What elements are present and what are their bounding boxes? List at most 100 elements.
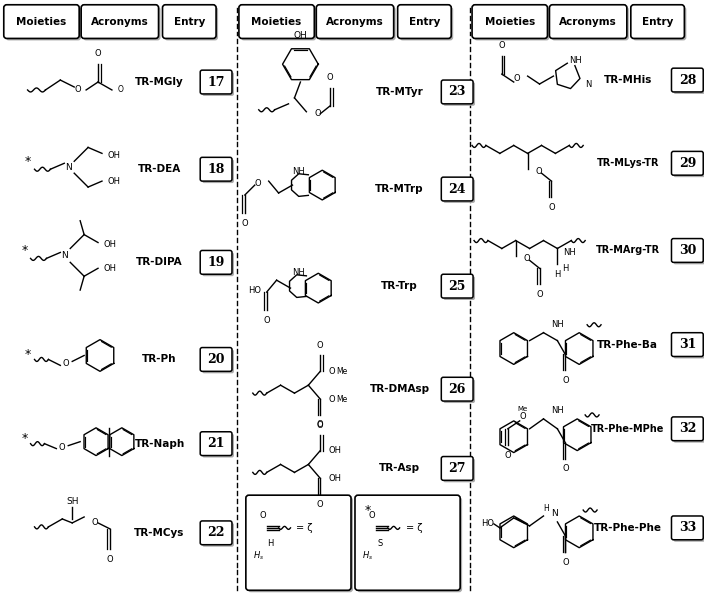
Text: HO: HO bbox=[247, 286, 261, 295]
Text: OH: OH bbox=[108, 151, 121, 160]
FancyBboxPatch shape bbox=[202, 160, 234, 183]
Text: O: O bbox=[505, 451, 511, 460]
FancyBboxPatch shape bbox=[674, 241, 705, 265]
FancyBboxPatch shape bbox=[443, 379, 475, 403]
Text: O: O bbox=[63, 359, 69, 368]
FancyBboxPatch shape bbox=[397, 5, 451, 38]
Text: OH: OH bbox=[104, 264, 117, 273]
Text: OH: OH bbox=[104, 240, 117, 249]
FancyBboxPatch shape bbox=[441, 457, 473, 481]
Text: TR-Ph: TR-Ph bbox=[142, 355, 177, 364]
FancyBboxPatch shape bbox=[200, 250, 232, 274]
Text: H: H bbox=[544, 503, 549, 512]
FancyBboxPatch shape bbox=[81, 5, 158, 38]
Text: TR-Asp: TR-Asp bbox=[379, 463, 420, 473]
Text: Me: Me bbox=[336, 395, 347, 404]
Text: *: * bbox=[25, 348, 30, 361]
FancyBboxPatch shape bbox=[318, 7, 396, 40]
FancyBboxPatch shape bbox=[202, 350, 234, 373]
FancyBboxPatch shape bbox=[355, 495, 460, 590]
Text: 20: 20 bbox=[207, 353, 225, 366]
Text: O: O bbox=[118, 85, 124, 94]
Text: TR-DMAsp: TR-DMAsp bbox=[370, 384, 430, 394]
Text: 26: 26 bbox=[448, 383, 466, 395]
Text: O: O bbox=[317, 500, 324, 509]
Text: O: O bbox=[562, 557, 568, 566]
Text: 33: 33 bbox=[679, 521, 696, 535]
FancyBboxPatch shape bbox=[200, 70, 232, 94]
Text: O: O bbox=[264, 316, 270, 325]
Text: Me: Me bbox=[336, 367, 347, 376]
Text: O: O bbox=[368, 511, 375, 520]
FancyBboxPatch shape bbox=[399, 7, 453, 40]
FancyBboxPatch shape bbox=[441, 80, 473, 104]
FancyBboxPatch shape bbox=[674, 70, 705, 94]
FancyBboxPatch shape bbox=[474, 7, 549, 40]
Text: TR-MLys-TR: TR-MLys-TR bbox=[597, 158, 659, 168]
Text: TR-MTrp: TR-MTrp bbox=[375, 184, 424, 194]
Text: $H_s$: $H_s$ bbox=[253, 550, 264, 562]
FancyBboxPatch shape bbox=[472, 5, 547, 38]
Text: O: O bbox=[498, 41, 505, 50]
Text: H: H bbox=[554, 270, 561, 279]
Text: 24: 24 bbox=[448, 182, 466, 196]
Text: NH: NH bbox=[563, 248, 576, 257]
Text: TR-MCys: TR-MCys bbox=[134, 528, 185, 538]
Text: = ζ: = ζ bbox=[406, 523, 422, 533]
Text: 23: 23 bbox=[448, 85, 466, 98]
Text: O: O bbox=[242, 219, 248, 228]
Text: 30: 30 bbox=[679, 244, 696, 257]
Text: 32: 32 bbox=[679, 422, 696, 435]
FancyBboxPatch shape bbox=[672, 417, 703, 440]
Text: Entry: Entry bbox=[409, 17, 440, 26]
FancyBboxPatch shape bbox=[239, 5, 315, 38]
FancyBboxPatch shape bbox=[316, 5, 394, 38]
Text: OH: OH bbox=[328, 474, 341, 483]
Text: Moieties: Moieties bbox=[484, 17, 535, 26]
Text: O: O bbox=[328, 367, 335, 376]
Text: 17: 17 bbox=[207, 76, 225, 89]
Text: O: O bbox=[327, 73, 334, 82]
FancyBboxPatch shape bbox=[202, 523, 234, 547]
FancyBboxPatch shape bbox=[549, 5, 627, 38]
Text: NH: NH bbox=[292, 167, 305, 176]
Text: O: O bbox=[95, 49, 101, 58]
Text: O: O bbox=[328, 395, 335, 404]
FancyBboxPatch shape bbox=[443, 458, 475, 482]
Text: N: N bbox=[551, 509, 559, 518]
FancyBboxPatch shape bbox=[674, 154, 705, 177]
FancyBboxPatch shape bbox=[165, 7, 218, 40]
Text: O: O bbox=[317, 341, 324, 350]
FancyBboxPatch shape bbox=[674, 335, 705, 358]
FancyBboxPatch shape bbox=[163, 5, 216, 38]
FancyBboxPatch shape bbox=[674, 518, 705, 542]
Text: *: * bbox=[25, 155, 30, 168]
Text: HO: HO bbox=[481, 520, 494, 529]
Text: 18: 18 bbox=[207, 163, 225, 176]
FancyBboxPatch shape bbox=[551, 7, 629, 40]
FancyBboxPatch shape bbox=[248, 497, 353, 592]
Text: TR-Phe-MPhe: TR-Phe-MPhe bbox=[591, 424, 665, 434]
Text: Moieties: Moieties bbox=[16, 17, 66, 26]
Text: NH: NH bbox=[569, 56, 582, 65]
Text: Entry: Entry bbox=[642, 17, 673, 26]
Text: NH: NH bbox=[551, 406, 564, 415]
FancyBboxPatch shape bbox=[441, 377, 473, 401]
Text: OH: OH bbox=[293, 31, 308, 40]
FancyBboxPatch shape bbox=[83, 7, 160, 40]
Text: O: O bbox=[254, 179, 261, 188]
Text: O: O bbox=[513, 74, 520, 83]
Text: Acronyms: Acronyms bbox=[326, 17, 384, 26]
Text: O: O bbox=[562, 464, 568, 473]
Text: TR-Phe-Phe: TR-Phe-Phe bbox=[594, 523, 662, 533]
FancyBboxPatch shape bbox=[357, 497, 462, 592]
Text: 21: 21 bbox=[207, 437, 225, 450]
FancyBboxPatch shape bbox=[200, 521, 232, 545]
FancyBboxPatch shape bbox=[441, 274, 473, 298]
FancyBboxPatch shape bbox=[4, 5, 79, 38]
FancyBboxPatch shape bbox=[246, 495, 351, 590]
FancyBboxPatch shape bbox=[672, 68, 703, 92]
Text: Me: Me bbox=[518, 406, 528, 412]
FancyBboxPatch shape bbox=[672, 516, 703, 540]
Text: O: O bbox=[524, 254, 530, 263]
